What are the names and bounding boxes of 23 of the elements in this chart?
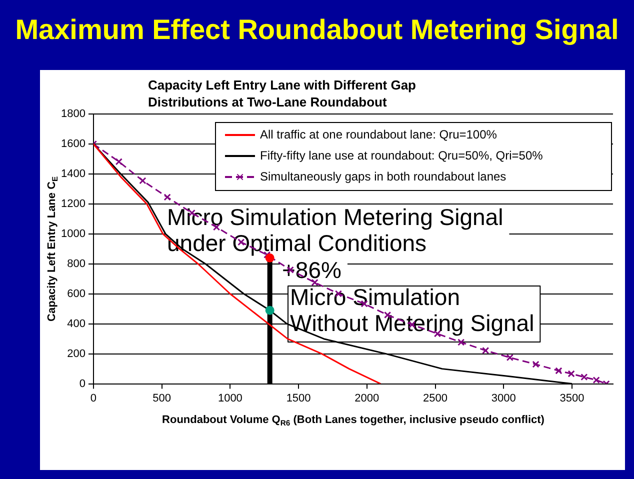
x-tick-label: 3000 xyxy=(491,392,516,404)
chart-title: Maximum Effect Roundabout Metering Signal xyxy=(14,14,620,46)
y-tick-label: 800 xyxy=(67,258,86,270)
chart-subtitle: Capacity Left Entry Lane with Different Gap Distributions at Two-Lane Roundabout xyxy=(148,78,416,110)
legend-label: All traffic at one roundabout lane: Qru=100% xyxy=(260,127,498,142)
y-tick-label: 600 xyxy=(67,288,86,300)
y-tick-label: 1400 xyxy=(60,168,86,180)
x-tick-label: 2000 xyxy=(354,392,380,404)
x-tick-label: 2500 xyxy=(423,392,448,404)
legend-label: Simultaneously gaps in both roundabout lanes xyxy=(260,169,506,184)
x-tick-label: 500 xyxy=(152,392,172,404)
y-tick-label: 1800 xyxy=(60,108,86,120)
x-tick-label: 1500 xyxy=(286,392,311,404)
x-tick-label: 0 xyxy=(90,392,97,404)
y-tick-label: 400 xyxy=(67,318,86,330)
x-tick-label: 1000 xyxy=(218,392,242,404)
y-tick-label: 1200 xyxy=(60,198,86,210)
x-tick-label: 3500 xyxy=(560,392,584,404)
y-tick-label: 1600 xyxy=(60,138,86,150)
y-tick-label: 0 xyxy=(79,378,86,390)
y-tick-label: 200 xyxy=(67,348,86,360)
legend-label: Fifty-fifty lane use at roundabout: Qru=50%, Qri=50% xyxy=(260,148,544,162)
y-tick-label: 1000 xyxy=(60,228,86,240)
